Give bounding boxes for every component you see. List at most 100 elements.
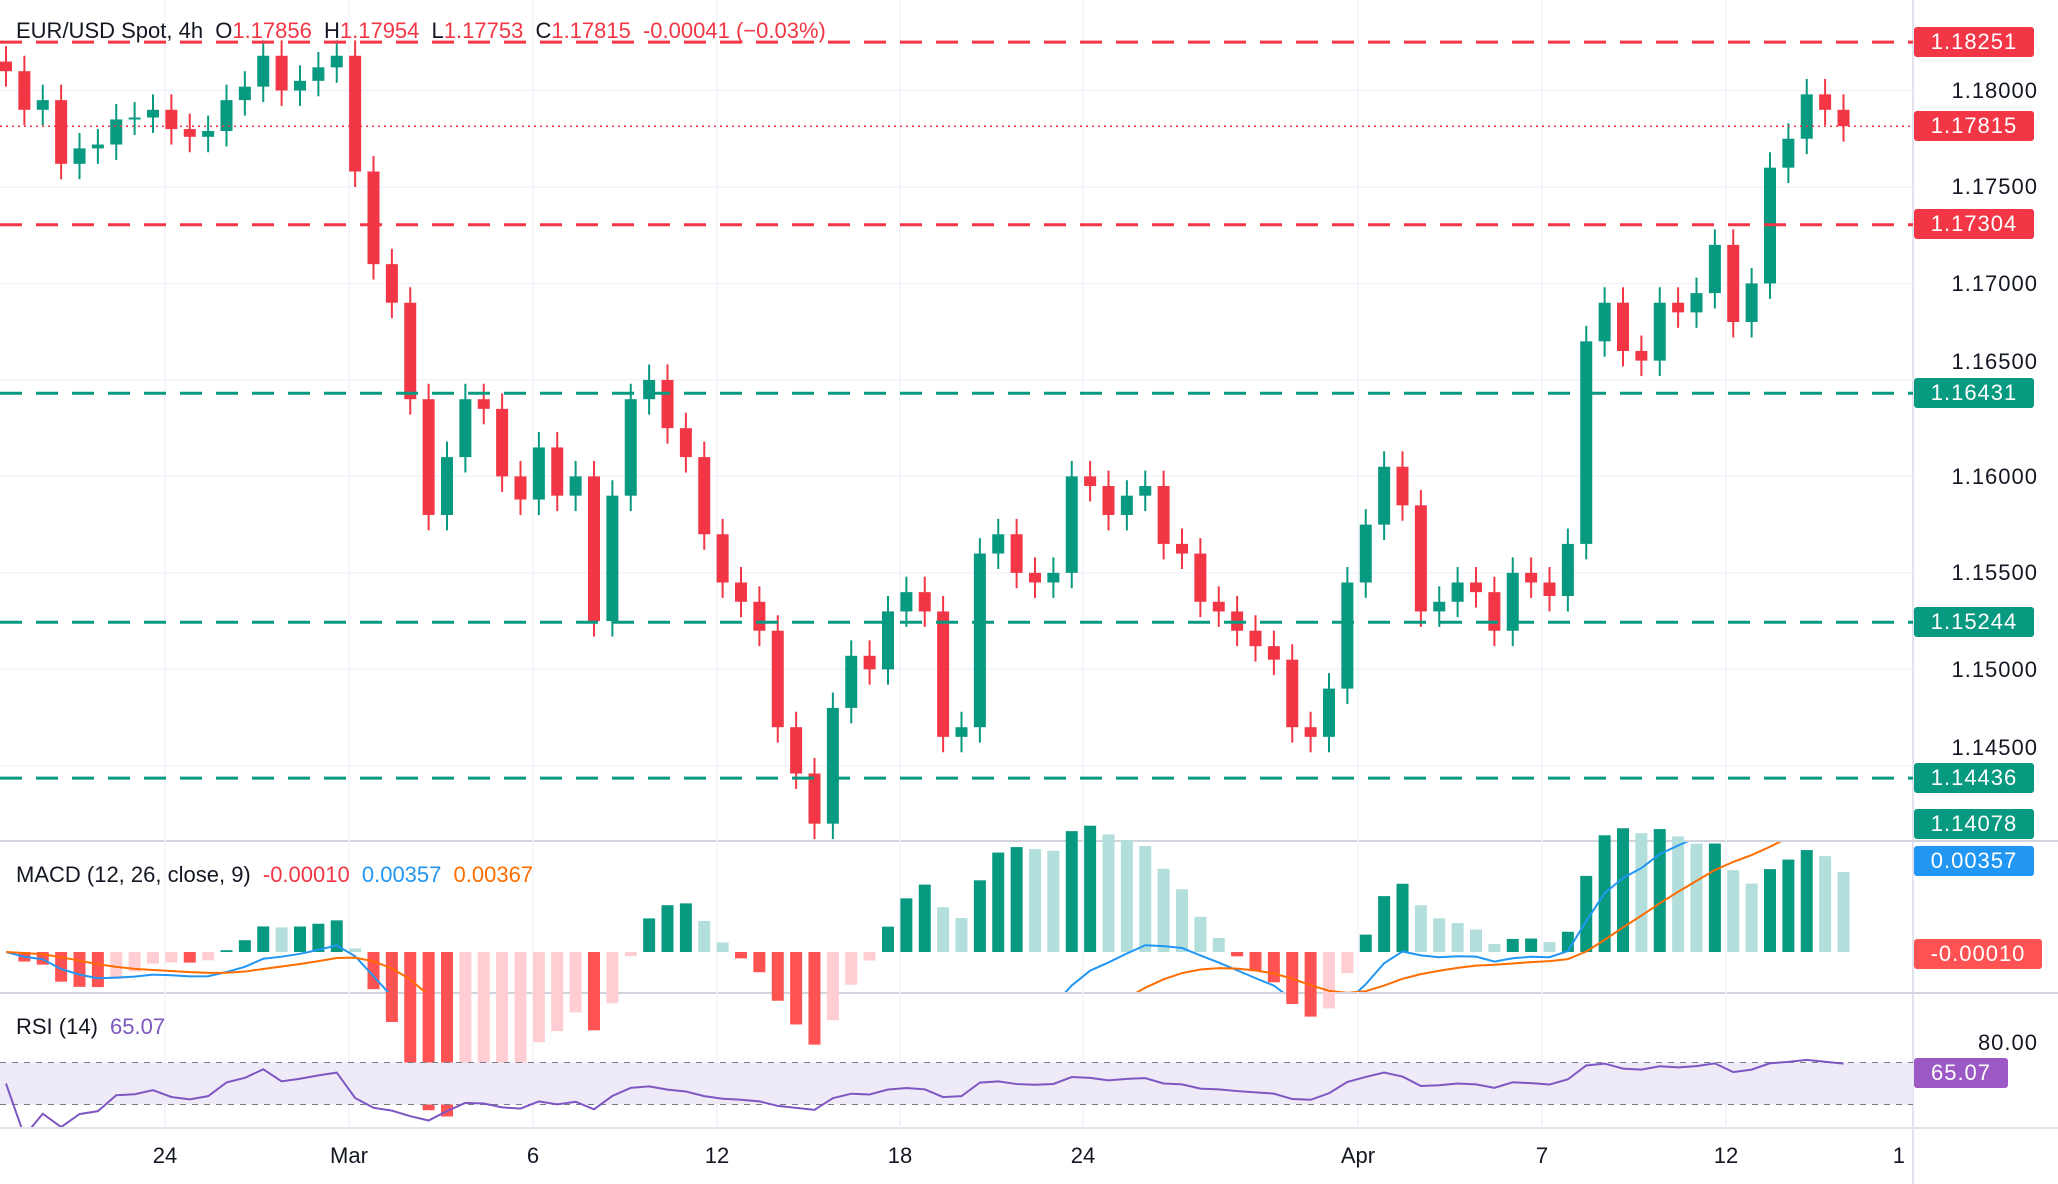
macd-histogram-bar	[73, 952, 86, 987]
macd-histogram-bar	[1617, 828, 1629, 952]
macd-histogram-bar	[882, 926, 894, 952]
macd-hist-value: -0.00010	[262, 862, 350, 887]
macd-histogram-bar	[202, 952, 215, 961]
candle-body	[202, 131, 215, 137]
candle-body	[679, 428, 692, 458]
macd-histogram-bar	[294, 926, 306, 952]
candle-body	[845, 655, 858, 708]
macd-histogram-bar	[900, 898, 913, 952]
axis-label: 1.18000	[1951, 78, 2038, 103]
macd-signal-value: 0.00367	[453, 862, 534, 887]
candle-body	[1212, 601, 1225, 612]
macd-line	[5, 842, 1689, 992]
macd-histogram-bar	[1139, 846, 1152, 952]
candle-body	[569, 476, 582, 496]
close-label: C	[535, 18, 552, 43]
macd-histogram-bar	[1525, 938, 1538, 952]
signal-line	[5, 842, 1782, 992]
candle-body	[1782, 138, 1795, 168]
macd-histogram-bar	[1157, 868, 1170, 952]
candle-body	[551, 447, 564, 496]
candle-body	[1672, 302, 1685, 313]
rsi-value: 65.07	[110, 1014, 166, 1039]
macd-histogram-bar	[1561, 931, 1574, 952]
close-value: 1.17815	[551, 18, 631, 43]
candle-body	[1800, 94, 1813, 139]
axis-label: 1.14500	[1951, 735, 2038, 760]
macd-histogram-bar	[1010, 847, 1023, 952]
rsi-legend: RSI (14) 65.07	[16, 1014, 171, 1040]
macd-histogram-bar	[1672, 836, 1685, 952]
candle-body	[606, 495, 619, 622]
candle-body	[0, 61, 12, 72]
macd-histogram-bar	[257, 926, 270, 952]
macd-histogram-bar	[330, 920, 343, 952]
macd-histogram-bar	[1488, 944, 1501, 952]
candle-body	[698, 457, 711, 535]
macd-value: 0.00357	[361, 862, 442, 887]
macd-histogram-bar	[1819, 856, 1832, 952]
candle-body	[110, 119, 123, 145]
macd-legend: MACD (12, 26, close, 9) -0.00010 0.00357…	[16, 862, 539, 888]
macd-histogram-bar	[1231, 952, 1244, 957]
level-badge: 1.16431	[1914, 378, 2034, 408]
macd-histogram-bar	[1194, 916, 1207, 952]
macd-title: MACD (12, 26, close, 9)	[16, 862, 251, 887]
candle-body	[588, 476, 600, 622]
candle-body	[1176, 543, 1188, 554]
candle-body	[1708, 244, 1721, 294]
level-badge: 1.14436	[1914, 763, 2034, 793]
rsi-band	[0, 1062, 1913, 1105]
candle-body	[220, 100, 233, 132]
level-badge: 1.15244	[1914, 607, 2034, 637]
candle-body	[1690, 293, 1703, 313]
macd-histogram-bar	[404, 952, 417, 1063]
macd-histogram-bar	[1543, 942, 1556, 952]
macd-histogram-bar	[1176, 889, 1188, 952]
axis-label: 1.15000	[1951, 657, 2038, 682]
candle-body	[238, 86, 251, 101]
macd-histogram-bar	[220, 950, 233, 952]
candle-body	[1323, 688, 1335, 737]
macd-histogram-bar	[753, 952, 766, 973]
candle-body	[91, 144, 104, 149]
candle-body	[294, 80, 306, 91]
candle-body	[147, 109, 159, 118]
time-tick: 24	[1070, 1143, 1096, 1168]
candle-body	[1010, 534, 1023, 573]
macd-histogram-bar	[238, 940, 251, 952]
macd-histogram-bar	[312, 923, 325, 952]
rsi-axis-label: 80.00	[1977, 1030, 2038, 1055]
macd-histogram-bar	[1653, 829, 1666, 952]
candle-body	[532, 447, 545, 500]
macd-histogram-bar	[496, 952, 509, 1073]
macd-histogram-bar	[1359, 934, 1372, 952]
candle-body	[36, 100, 49, 110]
candle-body	[1653, 302, 1666, 361]
macd-histogram-bar	[349, 948, 362, 952]
candle-body	[1286, 659, 1299, 728]
candle-body	[1837, 109, 1850, 127]
macd-histogram-bar	[1690, 843, 1703, 952]
axis-label: 1.15500	[1951, 560, 2038, 585]
time-tick: 18	[887, 1143, 913, 1168]
candle-body	[257, 55, 270, 87]
candle-body	[863, 655, 876, 670]
candle-body	[1580, 341, 1593, 544]
macd-histogram-bar	[1745, 883, 1758, 952]
low-badge: 1.14078	[1914, 809, 2034, 839]
candle-body	[183, 129, 196, 137]
candle-body	[716, 534, 729, 583]
candle-body	[330, 55, 343, 68]
macd-histogram-bar	[955, 918, 968, 952]
symbol-title: EUR/USD Spot, 4h	[16, 18, 204, 43]
candle-body	[1488, 592, 1501, 631]
time-tick: 17	[1892, 1143, 1918, 1168]
candle-body	[808, 773, 821, 824]
candle-body	[1047, 572, 1060, 583]
axis-label: 1.17000	[1951, 271, 2038, 296]
macd-histogram-bar	[992, 852, 1005, 952]
macd-histogram-bar	[1782, 859, 1795, 952]
candle-body	[918, 592, 931, 612]
